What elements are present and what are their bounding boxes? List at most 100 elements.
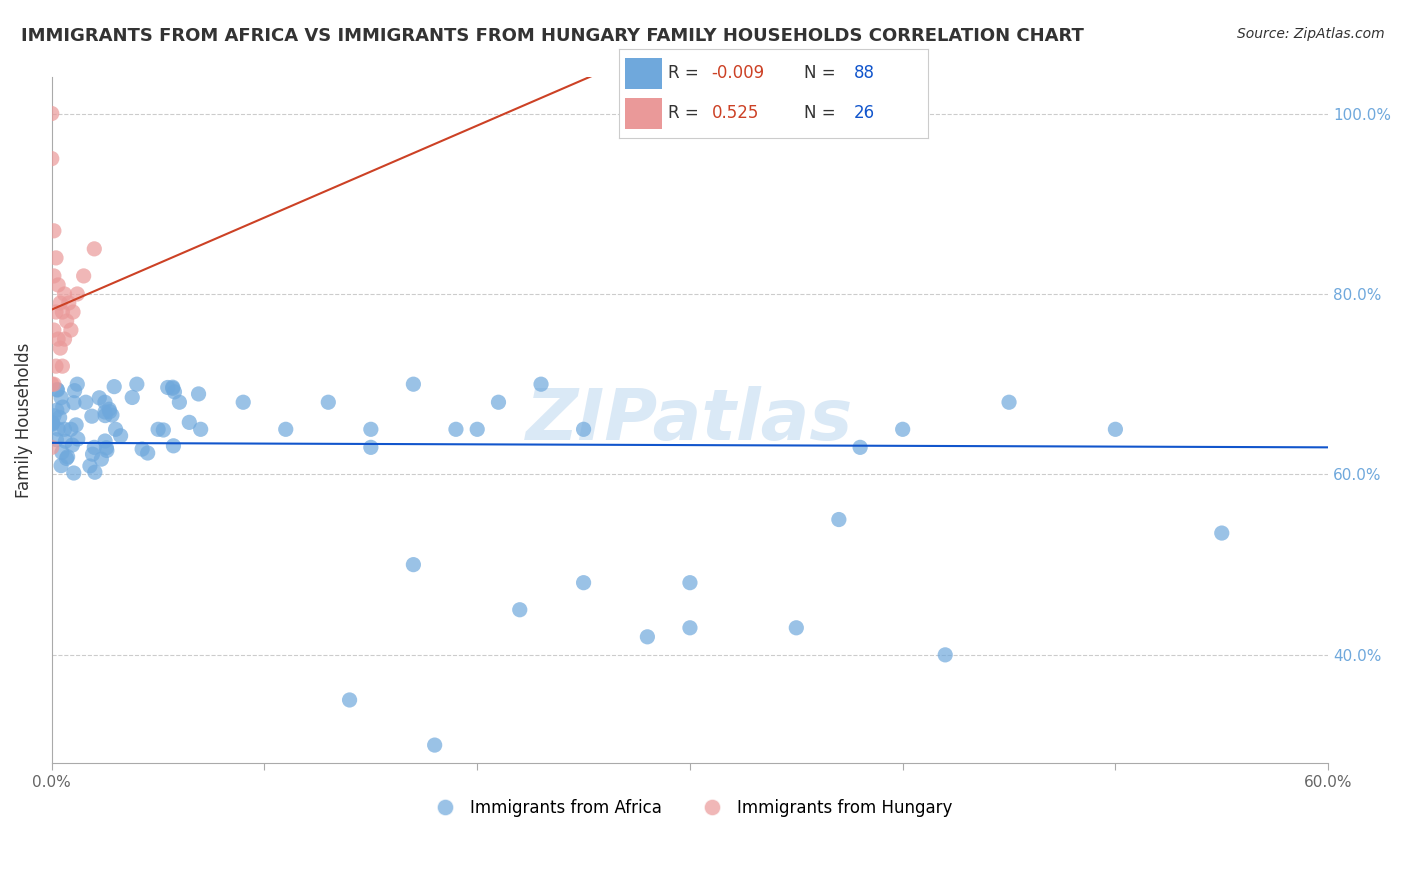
Point xyxy=(83,242,105,256)
Point xyxy=(45,359,67,373)
Point xyxy=(339,693,361,707)
Point xyxy=(402,558,425,572)
Point xyxy=(828,512,851,526)
Point xyxy=(360,441,382,455)
Text: N =: N = xyxy=(804,104,841,122)
Point xyxy=(41,152,63,166)
Point xyxy=(75,395,97,409)
Point xyxy=(42,268,65,283)
Point xyxy=(179,416,201,430)
Point xyxy=(62,305,84,319)
Point xyxy=(849,441,872,455)
Point xyxy=(79,458,101,473)
Point xyxy=(45,403,67,417)
Point xyxy=(89,391,111,405)
Text: 0.525: 0.525 xyxy=(711,104,759,122)
Bar xyxy=(624,58,662,89)
Legend: Immigrants from Africa, Immigrants from Hungary: Immigrants from Africa, Immigrants from … xyxy=(422,792,959,823)
Point xyxy=(94,434,117,448)
Point xyxy=(46,277,69,292)
Point xyxy=(232,395,254,409)
Point xyxy=(465,422,488,436)
Point xyxy=(80,409,103,424)
Point xyxy=(998,395,1021,409)
Point xyxy=(679,575,702,590)
Text: -0.009: -0.009 xyxy=(711,64,765,82)
Point xyxy=(49,391,72,405)
Point xyxy=(187,387,209,401)
Point xyxy=(60,438,83,452)
Point xyxy=(163,384,186,399)
Point xyxy=(65,417,87,432)
Point xyxy=(66,432,89,446)
Point xyxy=(83,441,105,455)
Point xyxy=(58,296,80,310)
Point xyxy=(169,395,191,409)
Point xyxy=(146,422,169,436)
Point xyxy=(1104,422,1126,436)
Point xyxy=(103,379,125,393)
Point xyxy=(101,408,124,422)
Point xyxy=(96,443,118,458)
Point xyxy=(360,422,382,436)
Point xyxy=(572,422,595,436)
Point xyxy=(52,400,75,414)
Point xyxy=(402,377,425,392)
Point xyxy=(59,422,82,436)
Point xyxy=(53,287,76,301)
Text: IMMIGRANTS FROM AFRICA VS IMMIGRANTS FROM HUNGARY FAMILY HOUSEHOLDS CORRELATION : IMMIGRANTS FROM AFRICA VS IMMIGRANTS FRO… xyxy=(21,27,1084,45)
Point xyxy=(110,429,132,443)
Text: R =: R = xyxy=(668,64,704,82)
Point xyxy=(156,380,179,394)
Point xyxy=(90,452,112,467)
Point xyxy=(152,423,174,437)
Point xyxy=(94,405,117,419)
Point xyxy=(42,409,65,423)
Point xyxy=(41,377,63,392)
Point xyxy=(190,422,212,436)
Text: Source: ZipAtlas.com: Source: ZipAtlas.com xyxy=(1237,27,1385,41)
Point xyxy=(46,422,69,436)
Point xyxy=(59,323,82,337)
Point xyxy=(45,305,67,319)
Point xyxy=(98,404,121,418)
Point xyxy=(423,738,446,752)
Point xyxy=(98,402,121,417)
Point xyxy=(73,268,96,283)
Point xyxy=(96,441,118,455)
Point xyxy=(488,395,510,409)
Point xyxy=(83,465,105,479)
Bar xyxy=(624,98,662,129)
Point xyxy=(934,648,956,662)
Point xyxy=(785,621,807,635)
Point xyxy=(62,466,84,480)
Point xyxy=(162,439,184,453)
Point xyxy=(679,621,702,635)
Y-axis label: Family Households: Family Households xyxy=(15,343,32,498)
Point xyxy=(891,422,914,436)
Point xyxy=(53,332,76,346)
Point xyxy=(41,106,63,120)
Point xyxy=(636,630,658,644)
Text: N =: N = xyxy=(804,64,841,82)
Point xyxy=(572,575,595,590)
Point xyxy=(121,391,143,405)
Point xyxy=(41,441,63,455)
Point xyxy=(45,251,67,265)
Point xyxy=(66,287,89,301)
Point xyxy=(1211,526,1233,541)
Point xyxy=(45,433,67,447)
Point xyxy=(51,305,73,319)
Point xyxy=(509,603,531,617)
Point xyxy=(42,224,65,238)
Point xyxy=(136,446,159,460)
Point xyxy=(49,341,72,355)
Point xyxy=(46,332,69,346)
Point xyxy=(125,377,148,392)
Point xyxy=(46,383,69,397)
Point xyxy=(56,450,79,464)
Text: R =: R = xyxy=(668,104,704,122)
Point xyxy=(530,377,553,392)
Point xyxy=(131,442,153,456)
Point xyxy=(162,380,184,394)
